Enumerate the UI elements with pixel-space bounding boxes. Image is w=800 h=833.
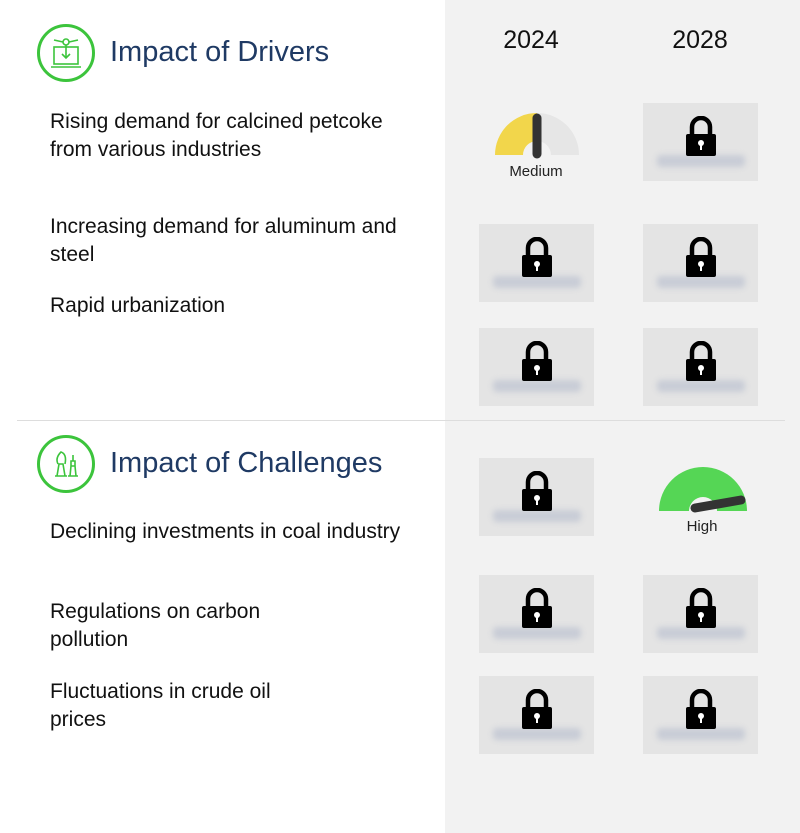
lock-icon: [522, 588, 552, 628]
lock-icon: [522, 341, 552, 381]
section-divider: [17, 420, 785, 421]
blurred-text: [493, 380, 581, 392]
blurred-text: [657, 728, 745, 740]
blurred-text: [493, 627, 581, 639]
gauge-label: High: [686, 518, 718, 535]
locked-cell[interactable]: [643, 103, 758, 181]
blurred-text: [657, 155, 745, 167]
blurred-text: [657, 627, 745, 639]
gauge-medium: [495, 113, 579, 159]
chess-icon: [37, 435, 95, 493]
lock-icon: [522, 237, 552, 277]
blurred-text: [493, 510, 581, 522]
challenges-heading: Impact of Challenges: [110, 447, 383, 479]
drivers-heading: Impact of Drivers: [110, 36, 330, 68]
locked-cell[interactable]: [479, 676, 594, 754]
blurred-text: [493, 276, 581, 288]
machine-icon: [37, 24, 95, 82]
lock-icon: [686, 341, 716, 381]
column-2028: 2028: [672, 26, 728, 54]
locked-cell[interactable]: [643, 575, 758, 653]
locked-cell[interactable]: [479, 458, 594, 536]
driver-item: Increasing demand for aluminum and steel: [50, 215, 397, 266]
gauge-high: [659, 467, 747, 513]
locked-cell[interactable]: [643, 224, 758, 302]
lock-icon: [686, 689, 716, 729]
blurred-text: [657, 276, 745, 288]
column-2024: 2024: [503, 26, 559, 54]
locked-cell[interactable]: [479, 328, 594, 406]
lock-icon: [686, 588, 716, 628]
driver-item: Rapid urbanization: [50, 294, 226, 317]
challenge-item: Declining investments in coal industry: [50, 520, 401, 543]
locked-cell[interactable]: [643, 328, 758, 406]
driver-item: Rising demand for calcined petcoke from …: [50, 110, 383, 161]
lock-icon: [522, 471, 552, 511]
locked-cell[interactable]: [479, 224, 594, 302]
gauge-label: Medium: [509, 163, 563, 180]
blurred-text: [657, 380, 745, 392]
challenge-item: Fluctuations in crude oil prices: [50, 680, 271, 731]
lock-icon: [686, 237, 716, 277]
challenge-item: Regulations on carbon pollution: [50, 600, 261, 651]
lock-icon: [686, 116, 716, 156]
lock-icon: [522, 689, 552, 729]
locked-cell[interactable]: [479, 575, 594, 653]
locked-cell[interactable]: [643, 676, 758, 754]
blurred-text: [493, 728, 581, 740]
